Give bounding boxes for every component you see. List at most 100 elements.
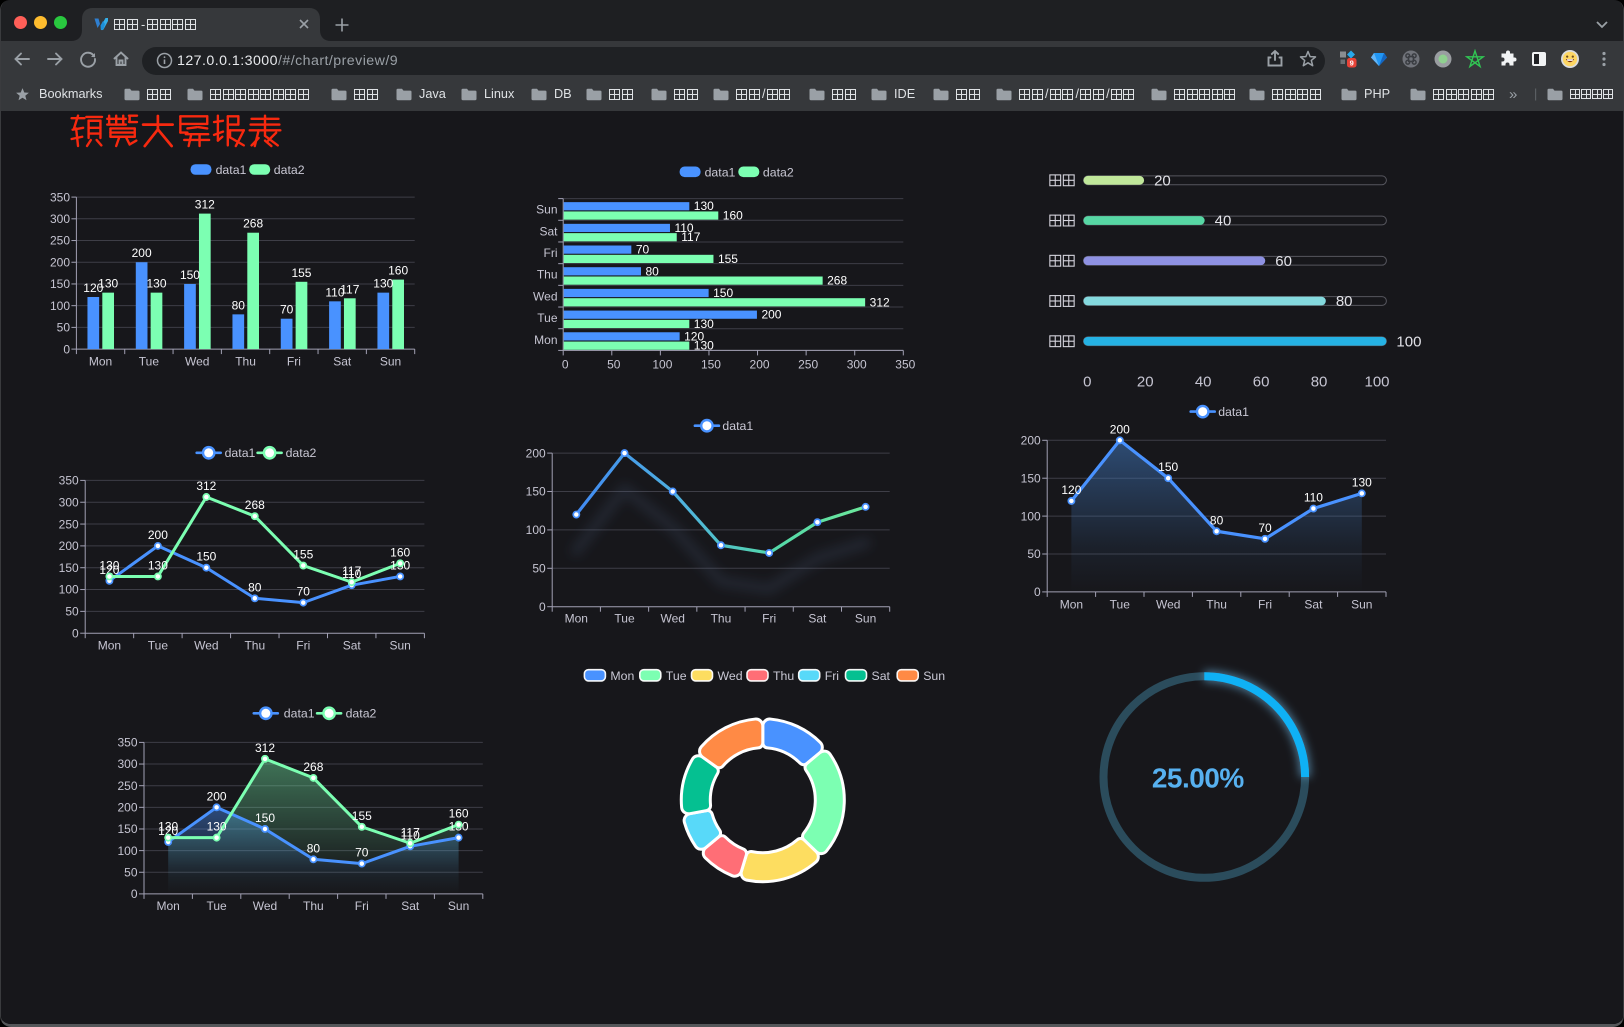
svg-text:130: 130	[146, 277, 166, 291]
svg-text:Sun: Sun	[1351, 597, 1372, 611]
svg-text:155: 155	[718, 252, 738, 266]
svg-text:Sat: Sat	[343, 638, 362, 652]
svg-text:350: 350	[59, 474, 79, 488]
svg-text:120: 120	[684, 329, 704, 343]
svg-text:312: 312	[870, 295, 890, 309]
svg-text:150: 150	[59, 561, 79, 575]
svg-text:250: 250	[50, 234, 70, 248]
svg-text:data2: data2	[274, 163, 305, 177]
svg-text:117: 117	[342, 564, 361, 578]
svg-text:Tue: Tue	[666, 669, 687, 683]
svg-text:150: 150	[180, 268, 200, 282]
svg-text:150: 150	[1021, 471, 1041, 485]
svg-text:20: 20	[1137, 374, 1154, 391]
svg-text:350: 350	[117, 736, 137, 750]
svg-text:130: 130	[373, 277, 393, 291]
svg-text:data2: data2	[763, 165, 794, 179]
svg-text:110: 110	[1304, 491, 1323, 505]
svg-text:Mon: Mon	[1060, 597, 1083, 611]
svg-text:data2: data2	[346, 707, 377, 721]
svg-text:70: 70	[355, 846, 369, 860]
svg-text:Wed: Wed	[1156, 597, 1180, 611]
svg-text:Thu: Thu	[773, 669, 794, 683]
svg-text:Sat: Sat	[808, 612, 827, 626]
svg-text:268: 268	[303, 760, 323, 774]
svg-text:9: 9	[1350, 58, 1354, 67]
svg-text:50: 50	[607, 357, 621, 371]
svg-text:0: 0	[63, 342, 70, 356]
svg-text:50: 50	[65, 605, 79, 619]
svg-text:350: 350	[50, 190, 70, 204]
svg-text:Fri: Fri	[287, 355, 301, 369]
svg-text:Sun: Sun	[448, 899, 469, 913]
svg-text:100: 100	[526, 523, 546, 537]
svg-text:Fri: Fri	[825, 669, 839, 683]
svg-text:0: 0	[131, 887, 138, 901]
svg-text:312: 312	[255, 741, 275, 755]
svg-text:Fri: Fri	[355, 899, 369, 913]
svg-text:130: 130	[98, 277, 118, 291]
svg-text:100: 100	[117, 844, 137, 858]
svg-text:80: 80	[232, 298, 246, 312]
svg-text:150: 150	[1158, 460, 1178, 474]
svg-text:Fri: Fri	[762, 612, 776, 626]
svg-text:data1: data1	[225, 446, 256, 460]
svg-text:200: 200	[1110, 422, 1130, 436]
svg-text:117: 117	[401, 825, 420, 839]
svg-text:250: 250	[117, 779, 137, 793]
svg-text:50: 50	[124, 865, 138, 879]
svg-text:Mon: Mon	[89, 355, 112, 369]
svg-text:120: 120	[158, 824, 178, 838]
svg-text:80: 80	[1311, 374, 1328, 391]
svg-text:0: 0	[1034, 585, 1041, 599]
svg-text:250: 250	[59, 517, 79, 531]
svg-text:Tue: Tue	[1110, 597, 1131, 611]
svg-text:150: 150	[701, 357, 721, 371]
svg-text:130: 130	[694, 199, 714, 213]
svg-text:40: 40	[1215, 213, 1232, 230]
svg-text:200: 200	[750, 357, 770, 371]
svg-text:160: 160	[449, 807, 469, 821]
svg-text:150: 150	[117, 822, 137, 836]
svg-text:25.00%: 25.00%	[1152, 763, 1245, 794]
svg-text:0: 0	[1083, 374, 1091, 391]
svg-text:200: 200	[50, 255, 70, 269]
svg-text:80: 80	[1336, 293, 1353, 310]
svg-text:Fri: Fri	[1258, 597, 1272, 611]
svg-text:200: 200	[526, 446, 546, 460]
svg-text:Tue: Tue	[148, 638, 169, 652]
svg-text:Sat: Sat	[872, 669, 891, 683]
svg-text:Sat: Sat	[333, 355, 352, 369]
svg-text:110: 110	[325, 285, 344, 299]
svg-text:Fri: Fri	[544, 246, 558, 260]
svg-text:Thu: Thu	[235, 355, 256, 369]
svg-text:130: 130	[148, 558, 168, 572]
svg-text:268: 268	[243, 217, 263, 231]
svg-text:20: 20	[1154, 173, 1171, 190]
svg-text:300: 300	[117, 757, 137, 771]
svg-text:110: 110	[674, 221, 693, 235]
svg-text:312: 312	[195, 198, 215, 212]
svg-text:50: 50	[57, 321, 71, 335]
svg-text:200: 200	[148, 528, 168, 542]
svg-text:110: 110	[342, 567, 361, 581]
svg-text:Sun: Sun	[380, 355, 401, 369]
svg-text:Tue: Tue	[139, 355, 160, 369]
svg-text:Wed: Wed	[194, 638, 218, 652]
svg-text:Wed: Wed	[533, 289, 557, 303]
svg-text:60: 60	[1253, 374, 1270, 391]
svg-text:50: 50	[532, 562, 546, 576]
svg-text:data2: data2	[286, 446, 317, 460]
svg-text:Sat: Sat	[539, 224, 558, 238]
svg-text:110: 110	[401, 828, 420, 842]
svg-text:0: 0	[562, 357, 569, 371]
svg-text:130: 130	[207, 820, 227, 834]
svg-text:data1: data1	[216, 163, 247, 177]
svg-text:300: 300	[50, 212, 70, 226]
svg-text:70: 70	[636, 243, 650, 257]
svg-text:268: 268	[245, 498, 265, 512]
svg-text:Thu: Thu	[303, 899, 324, 913]
svg-text:300: 300	[59, 495, 79, 509]
svg-text:data1: data1	[705, 165, 736, 179]
svg-text:300: 300	[847, 357, 867, 371]
